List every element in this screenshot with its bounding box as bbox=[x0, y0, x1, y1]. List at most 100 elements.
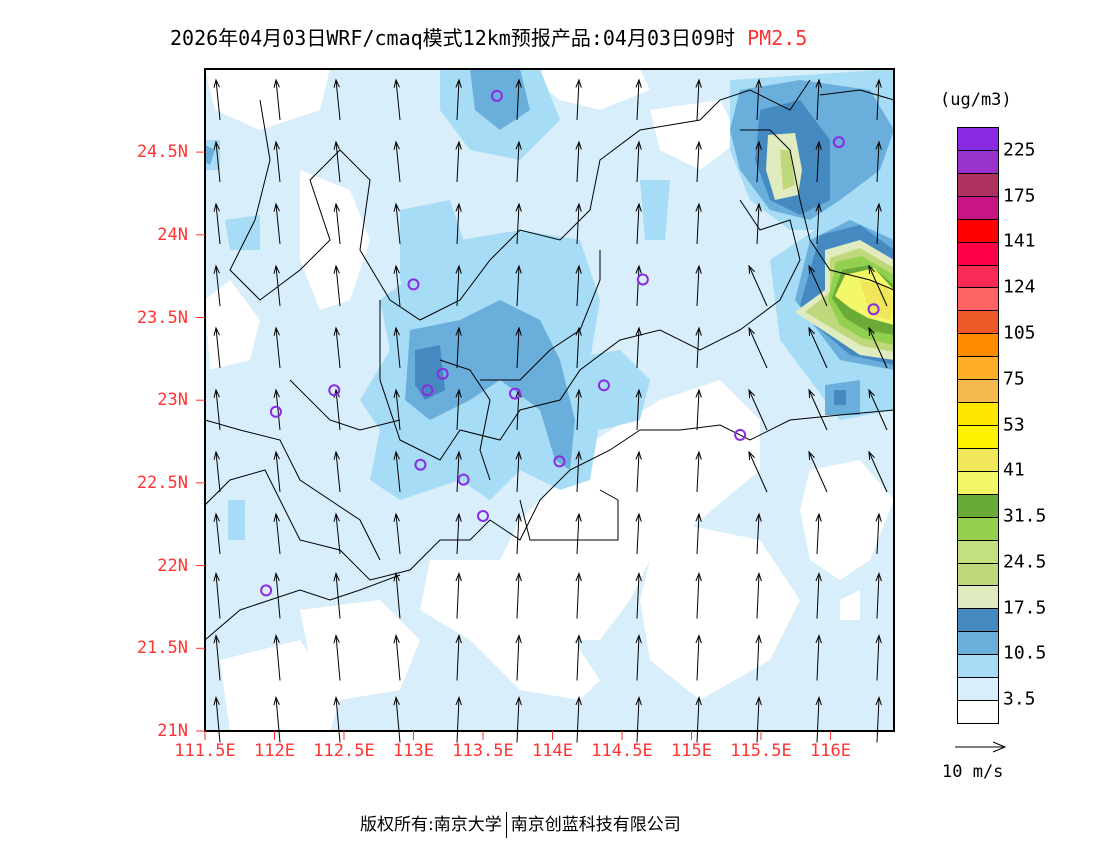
color-bar bbox=[957, 127, 999, 724]
wind-arrow-icon bbox=[808, 450, 828, 493]
wind-arrow-icon bbox=[333, 450, 341, 493]
lon-label: 114E bbox=[532, 741, 573, 761]
wind-arrow-icon bbox=[333, 512, 341, 555]
wind-arrow-icon bbox=[515, 140, 522, 183]
color-bar-label: 3.5 bbox=[1003, 688, 1036, 710]
wind-arrow-icon bbox=[213, 388, 221, 431]
lat-label: 23.5N bbox=[136, 307, 188, 328]
station-marker bbox=[457, 473, 470, 486]
station-marker bbox=[636, 273, 649, 286]
wind-arrow-icon bbox=[455, 78, 462, 121]
color-bar-swatch bbox=[958, 655, 998, 679]
wind-arrow-icon bbox=[575, 512, 582, 555]
color-bar-swatch bbox=[958, 425, 998, 449]
color-bar-label: 31.5 bbox=[1003, 505, 1047, 527]
wind-arrow-icon bbox=[213, 696, 221, 743]
wind-arrow-icon bbox=[393, 696, 401, 743]
station-marker bbox=[597, 379, 610, 392]
wind-arrow-icon bbox=[815, 512, 822, 555]
wind-arrow-icon bbox=[273, 388, 281, 431]
wind-arrow-icon bbox=[875, 202, 882, 245]
wind-arrow-icon bbox=[273, 326, 281, 369]
color-bar-swatch bbox=[958, 219, 998, 243]
wind-arrow-icon bbox=[808, 388, 828, 431]
wind-arrow-icon bbox=[455, 634, 462, 681]
wind-arrow-icon bbox=[755, 634, 762, 681]
copyright-owner: 版权所有:南京大学 bbox=[360, 815, 502, 835]
wind-arrow-icon bbox=[213, 78, 221, 121]
wind-arrow-icon bbox=[515, 326, 522, 369]
wind-arrow-icon bbox=[695, 634, 702, 681]
wind-arrow-icon bbox=[333, 140, 341, 183]
wind-arrow-icon bbox=[868, 388, 888, 431]
color-bar-swatch bbox=[958, 173, 998, 197]
wind-arrow-icon bbox=[695, 696, 702, 743]
chart-title: 2026年04月03日WRF/cmaq模式12km预报产品:04月03日09时 P… bbox=[170, 22, 807, 51]
wind-arrow-icon bbox=[755, 202, 762, 245]
wind-arrow-icon bbox=[455, 388, 462, 431]
wind-arrow-icon bbox=[213, 512, 221, 555]
station-marker bbox=[867, 303, 880, 316]
wind-arrow-icon bbox=[455, 264, 462, 307]
wind-arrow-icon bbox=[333, 78, 341, 121]
wind-arrow-icon bbox=[635, 512, 642, 555]
axis-ticks bbox=[196, 151, 831, 740]
wind-arrow-icon bbox=[575, 634, 582, 681]
wind-arrow-icon bbox=[875, 140, 882, 183]
wind-arrow-icon bbox=[393, 388, 401, 431]
wind-arrow-icon bbox=[333, 572, 341, 619]
wind-arrow-icon bbox=[273, 202, 281, 245]
wind-arrow-icon bbox=[748, 326, 768, 369]
wind-arrow-icon bbox=[393, 264, 401, 307]
wind-arrow-icon bbox=[273, 264, 281, 307]
station-marker bbox=[508, 387, 521, 400]
wind-arrow-icon bbox=[695, 202, 702, 245]
wind-arrow-icon bbox=[515, 512, 522, 555]
station-marker bbox=[490, 89, 503, 102]
color-bar-label: 75 bbox=[1003, 368, 1025, 390]
color-bar-swatch bbox=[958, 380, 998, 404]
copyright-company: 南京创蓝科技有限公司 bbox=[510, 815, 681, 835]
wind-arrow-icon bbox=[515, 78, 522, 121]
color-bar-swatch bbox=[958, 334, 998, 358]
wind-arrow-icon bbox=[393, 634, 401, 681]
color-bar-label: 17.5 bbox=[1003, 597, 1047, 619]
concentration-field bbox=[205, 69, 894, 731]
wind-arrow-icon bbox=[455, 512, 462, 555]
legend-unit: (ug/m3) bbox=[940, 90, 1012, 110]
wind-arrow-icon bbox=[808, 264, 828, 307]
wind-arrow-icon bbox=[635, 696, 642, 743]
wind-arrow-icon bbox=[515, 264, 522, 307]
color-bar-swatch bbox=[958, 471, 998, 495]
wind-arrow-icon bbox=[575, 450, 582, 493]
station-marker bbox=[477, 509, 489, 522]
lat-label: 24.5N bbox=[136, 142, 188, 163]
wind-arrow-icon bbox=[273, 696, 281, 743]
wind-arrow-icon bbox=[515, 696, 522, 743]
lat-label: 22N bbox=[157, 555, 188, 576]
monitoring-stations bbox=[260, 89, 880, 597]
wind-arrow-icon bbox=[455, 572, 462, 619]
wind-arrow-icon bbox=[755, 572, 762, 619]
color-bar-swatch bbox=[958, 242, 998, 266]
color-bar-label: 225 bbox=[1003, 139, 1036, 161]
color-bar-swatch bbox=[958, 288, 998, 312]
station-marker bbox=[414, 458, 427, 471]
color-bar-label: 141 bbox=[1003, 230, 1036, 252]
wind-arrow-icon bbox=[393, 450, 401, 493]
wind-reference-arrow-icon bbox=[955, 741, 1007, 753]
lon-label: 112E bbox=[254, 741, 295, 761]
wind-arrow-icon bbox=[695, 512, 702, 555]
station-marker bbox=[832, 136, 845, 149]
wind-arrow-icon bbox=[333, 202, 341, 245]
wind-arrow-icon bbox=[575, 78, 582, 121]
color-bar-label: 124 bbox=[1003, 276, 1036, 298]
wind-arrow-icon bbox=[455, 202, 462, 245]
wind-arrow-icon bbox=[393, 140, 401, 183]
wind-arrow-icon bbox=[695, 388, 702, 431]
wind-arrow-icon bbox=[815, 78, 822, 121]
wind-vectors bbox=[213, 78, 888, 743]
wind-arrow-icon bbox=[213, 572, 221, 619]
wind-arrow-icon bbox=[455, 450, 462, 493]
low-concentration-areas bbox=[205, 69, 894, 731]
